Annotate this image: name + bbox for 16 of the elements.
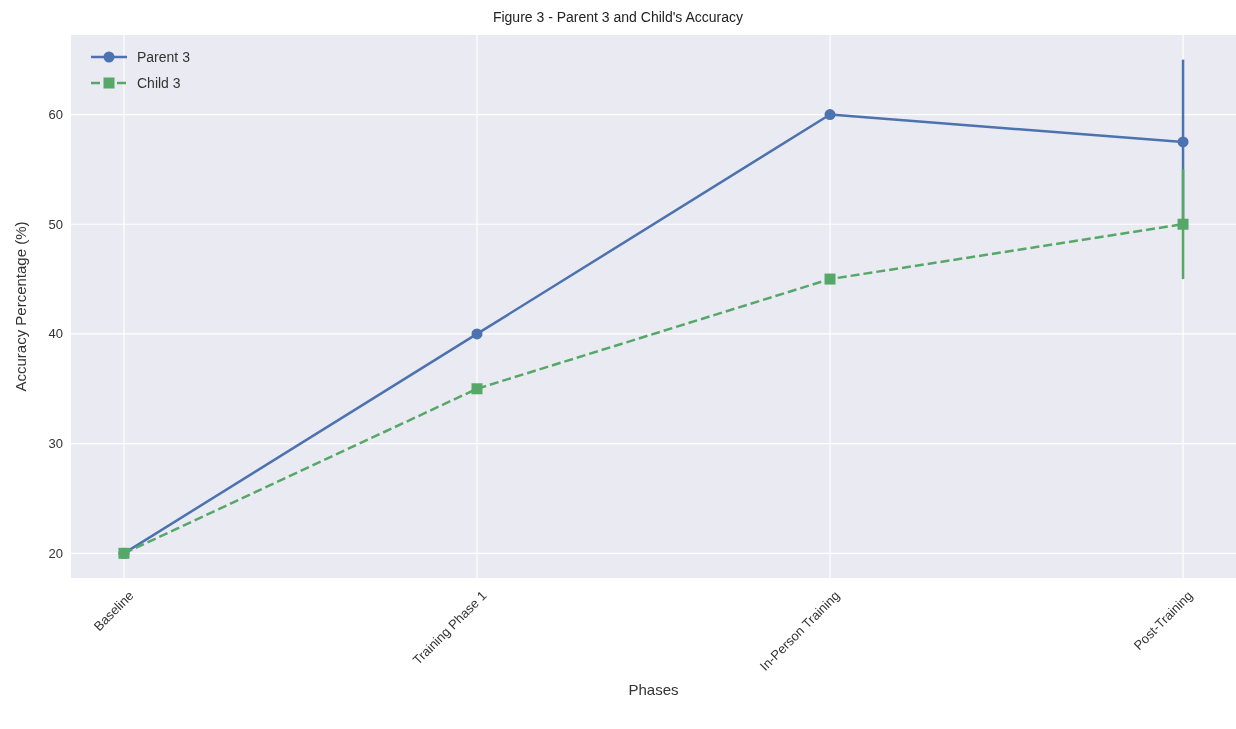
legend-label: Parent 3 [137, 48, 191, 65]
point [1177, 136, 1189, 148]
y-tick-label: 60 [48, 107, 63, 123]
y-tick-label: 50 [48, 216, 63, 232]
point [1177, 218, 1189, 230]
y-tick-label: 30 [48, 436, 63, 452]
y-tick-label: 20 [48, 545, 63, 561]
y-tick-label: 40 [48, 326, 63, 342]
point [824, 109, 836, 121]
point [824, 273, 836, 285]
point [471, 383, 483, 395]
point [471, 328, 483, 340]
legend-label: Child 3 [137, 74, 181, 91]
chart-title: Figure 3 - Parent 3 and Child's Accuracy [492, 9, 744, 25]
x-axis-title: Phases [628, 681, 679, 698]
y-axis-title: Accuracy Percentage (%) [12, 221, 29, 392]
